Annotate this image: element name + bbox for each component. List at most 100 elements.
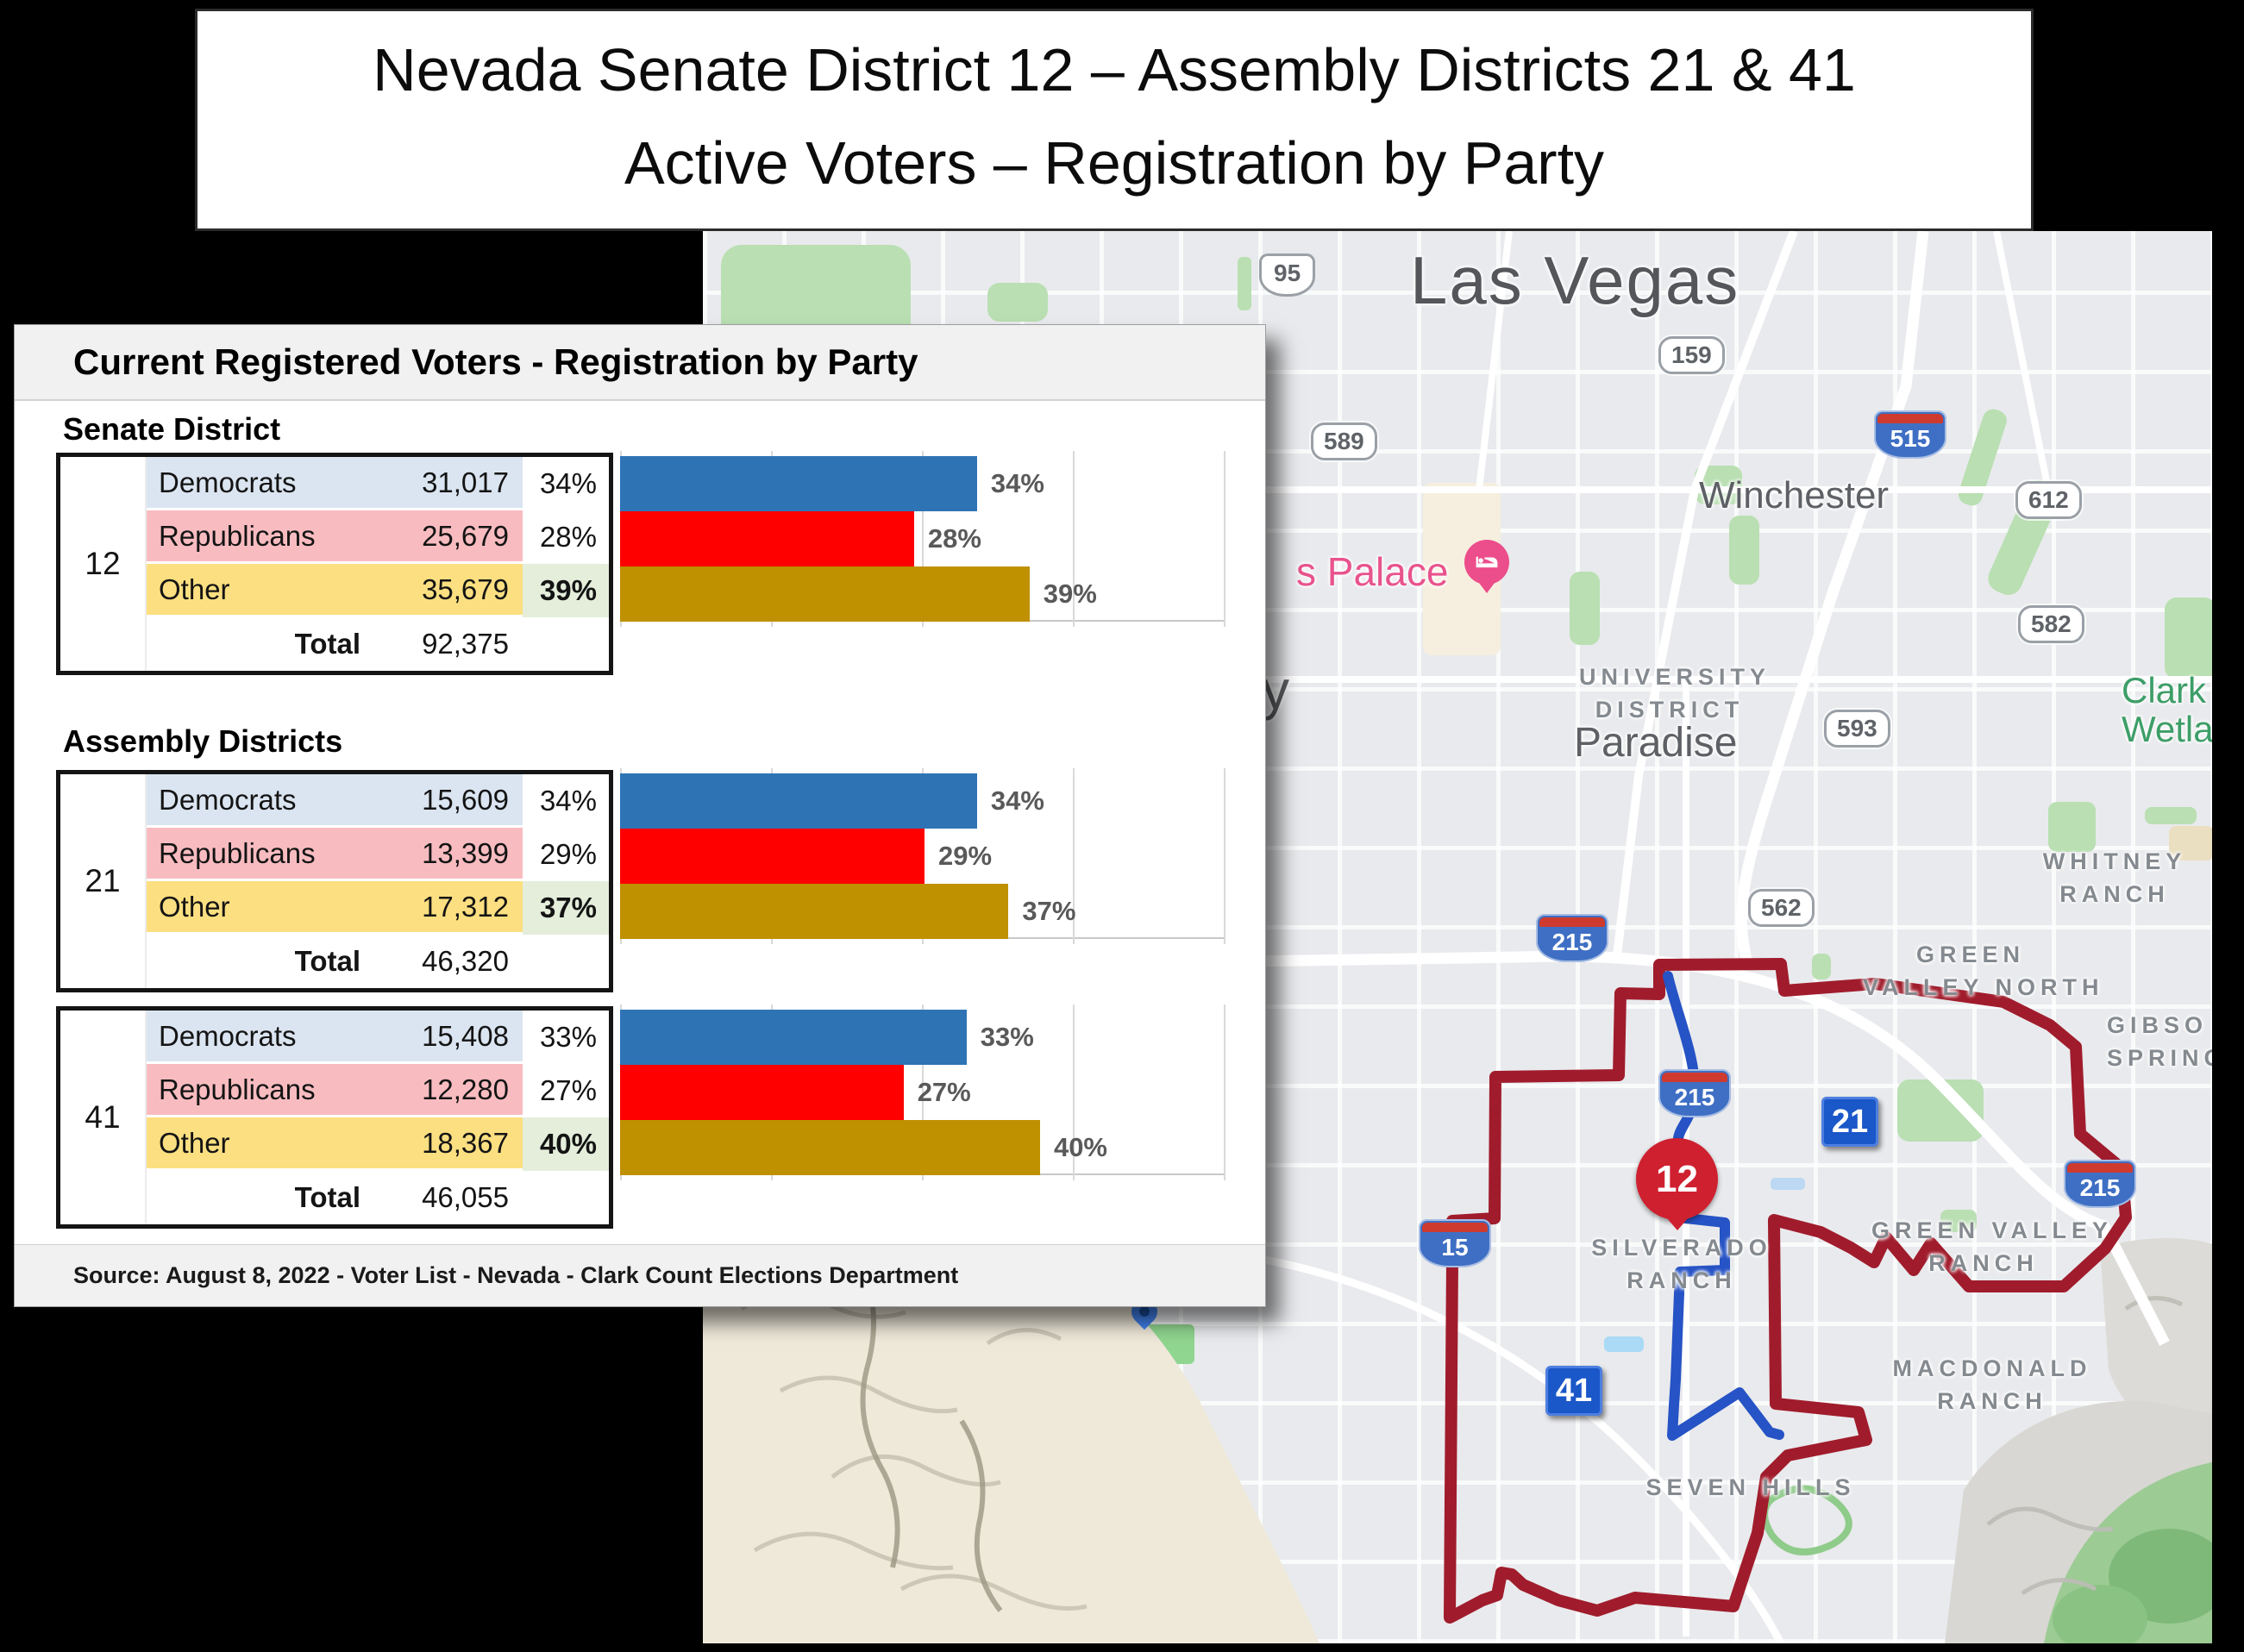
- senate-district-12-marker: 12: [1636, 1138, 1718, 1220]
- gvn-line2: VALLEY NORTH: [1863, 974, 2104, 1000]
- voter-registration-panel: Current Registered Voters - Registration…: [14, 324, 1266, 1307]
- assembly-district-21-chart: 34% 29% 37%: [620, 768, 1225, 946]
- district-number: 12: [60, 457, 147, 671]
- city-label-las-vegas: Las Vegas: [1410, 242, 1740, 318]
- university-line1: UNIVERSITY: [1579, 664, 1771, 690]
- route-562-shield-icon: 562: [1748, 889, 1815, 927]
- route-159-shield-icon: 159: [1658, 336, 1725, 374]
- area-label-silverado-ranch: SILVERADO RANCH: [1583, 1231, 1781, 1297]
- route-593-shield-icon: 593: [1824, 710, 1890, 748]
- total-label: Total: [294, 628, 360, 660]
- bar-republicans: [620, 829, 925, 884]
- table-cell-pct-highlight: 40%: [523, 1117, 609, 1171]
- bar-label: 34%: [990, 785, 1044, 816]
- table-cell-pct: 29%: [539, 838, 597, 870]
- bar-label: 28%: [927, 523, 981, 554]
- bar-other: [620, 1120, 1040, 1175]
- total-value: 46,320: [422, 945, 509, 977]
- table-cell-party: Other: [147, 881, 374, 935]
- bar-label: 33%: [980, 1022, 1034, 1052]
- i-515-shield-icon: 515: [1874, 410, 1946, 459]
- bed-icon: [1476, 556, 1498, 568]
- route-589-shield-icon: 589: [1311, 422, 1377, 460]
- title-line-1: Nevada Senate District 12 – Assembly Dis…: [373, 36, 1856, 103]
- table-cell-value: 25,679: [374, 510, 523, 564]
- wetlands-line1: Clark: [2122, 670, 2207, 710]
- total-label: Total: [294, 1181, 360, 1213]
- bar-republicans: [620, 1065, 904, 1120]
- table-cell-party: Democrats: [147, 1011, 374, 1064]
- title-box: Nevada Senate District 12 – Assembly Dis…: [195, 9, 2034, 231]
- table-cell-party: Other: [147, 1117, 374, 1171]
- area-label-macdonald-ranch: MACDONALD RANCH: [1867, 1352, 2117, 1417]
- table-cell-pct-highlight: 37%: [523, 881, 609, 935]
- table-cell-value: 35,679: [374, 564, 523, 617]
- i-215-mid-shield-icon: 215: [1658, 1069, 1731, 1117]
- bar-label: 40%: [1053, 1132, 1107, 1162]
- bar-label: 37%: [1022, 896, 1076, 926]
- table-cell-party: Other: [147, 564, 374, 617]
- district-number: 41: [60, 1011, 147, 1224]
- gvn-line1: GREEN: [1915, 942, 2026, 967]
- macdonald-line2: RANCH: [1937, 1388, 2047, 1414]
- table-cell-party: Republicans: [147, 510, 374, 564]
- table-cell-party: Democrats: [147, 457, 374, 510]
- chart-plot: 34% 29% 37%: [620, 768, 1225, 944]
- route-612-shield-icon: 612: [2015, 481, 2082, 519]
- senate-district-12-boundary: [1444, 958, 2132, 1624]
- silverado-line1: SILVERADO: [1591, 1235, 1772, 1261]
- table-cell-value: 15,609: [374, 774, 523, 828]
- town-label-winchester: Winchester: [1699, 474, 1890, 516]
- macdonald-line1: MACDONALD: [1892, 1355, 2092, 1381]
- table-cell-value: 13,399: [374, 828, 523, 881]
- hotel-icon: [1464, 540, 1509, 585]
- total-value: 46,055: [422, 1181, 509, 1213]
- assembly-district-41-chart: 33% 27% 40%: [620, 1004, 1225, 1182]
- assembly-district-21-table: 21 Democrats 15,609 34% Republicans 13,3…: [56, 770, 613, 992]
- district-number: 21: [60, 774, 147, 988]
- bar-other: [620, 566, 1030, 622]
- table-cell-value: 17,312: [374, 881, 523, 935]
- bar-other: [620, 884, 1009, 939]
- table-cell-party: Republicans: [147, 828, 374, 881]
- bar-democrats: [620, 456, 977, 511]
- whitney-line1: WHITNEY: [2042, 848, 2187, 874]
- partial-city-letter: y: [1262, 659, 1289, 721]
- us-95-shield-icon: 95: [1259, 253, 1316, 297]
- gibson-line1: GIBSO: [2107, 1012, 2209, 1038]
- table-cell-value: 12,280: [374, 1064, 523, 1117]
- chart-plot: 34% 28% 39%: [620, 451, 1225, 627]
- wetlands-line2: Wetla: [2122, 709, 2212, 749]
- university-line2: DISTRICT: [1595, 697, 1745, 723]
- senate-section-label: Senate District: [63, 411, 281, 447]
- i-215-west-shield-icon: 215: [1536, 914, 1608, 962]
- town-label-paradise: Paradise: [1574, 720, 1738, 766]
- table-cell-pct: 34%: [539, 467, 597, 499]
- gibson-line2: SPRING: [2107, 1045, 2212, 1071]
- total-value: 92,375: [422, 628, 509, 660]
- bar-label: 27%: [917, 1077, 971, 1107]
- assembly-district-41-table: 41 Democrats 15,408 33% Republicans 12,2…: [56, 1006, 613, 1229]
- area-label-green-valley-ranch: GREEN VALLEY RANCH: [1871, 1214, 2114, 1280]
- bar-label: 39%: [1043, 579, 1097, 609]
- source-note: Source: August 8, 2022 - Voter List - Ne…: [15, 1244, 1265, 1306]
- title-line-2: Active Voters – Registration by Party: [624, 129, 1605, 197]
- table-cell-pct: 33%: [539, 1021, 597, 1053]
- table-cell-pct: 34%: [539, 785, 597, 817]
- i-15-shield-icon: 15: [1419, 1219, 1491, 1267]
- area-label-gibson-springs: GIBSO SPRING: [2107, 1009, 2212, 1074]
- bar-label: 29%: [938, 841, 993, 871]
- area-label-seven-hills: SEVEN HILLS: [1645, 1474, 1856, 1500]
- area-label-whitney-ranch: WHITNEY RANCH: [2024, 845, 2205, 910]
- silverado-line2: RANCH: [1627, 1267, 1737, 1293]
- table-cell-pct: 28%: [539, 521, 597, 553]
- table-cell-value: 15,408: [374, 1011, 523, 1064]
- table-cell-pct-highlight: 39%: [523, 564, 609, 617]
- bar-democrats: [620, 773, 977, 829]
- gvr-line1: GREEN VALLEY: [1871, 1217, 2114, 1243]
- table-cell-pct: 27%: [539, 1074, 597, 1106]
- assembly-section-label: Assembly Districts: [63, 723, 343, 759]
- senate-district-chart: 34% 28% 39%: [620, 451, 1225, 629]
- table-cell-value: 31,017: [374, 457, 523, 510]
